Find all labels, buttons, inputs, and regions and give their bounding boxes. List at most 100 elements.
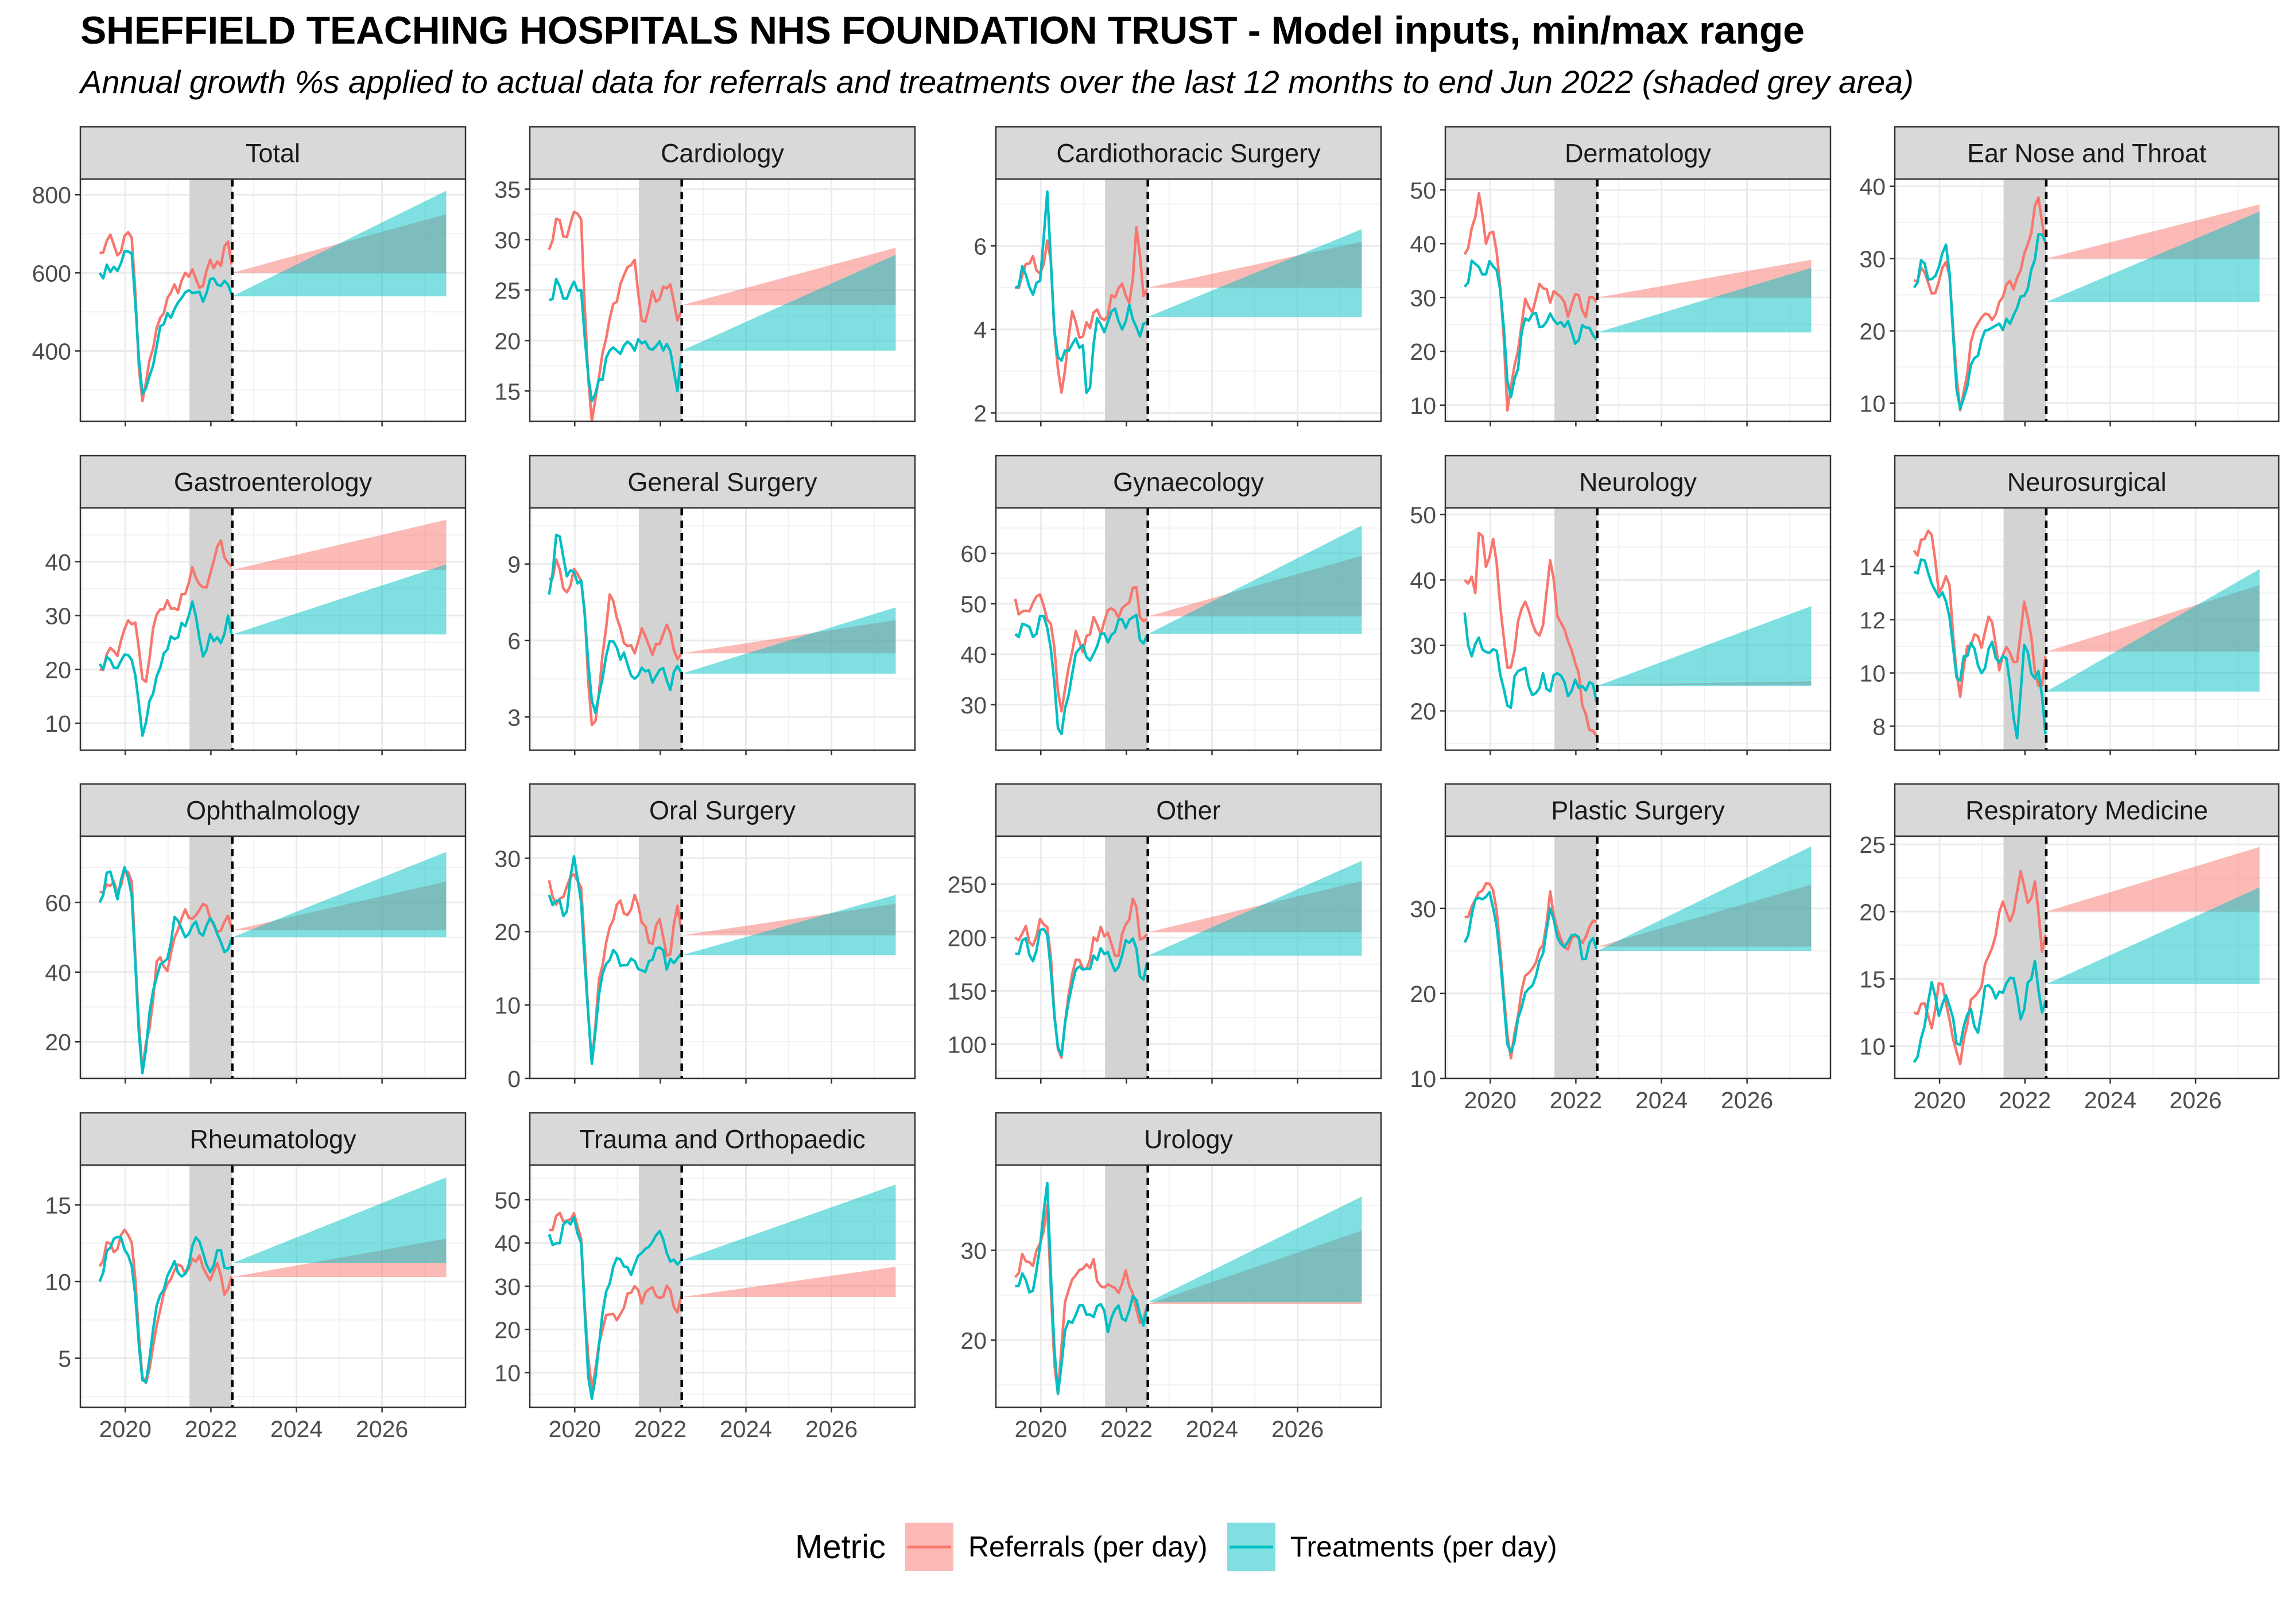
y-tick-label: 30 xyxy=(494,1274,521,1300)
referrals-range xyxy=(2046,847,2260,912)
y-tick-label: 20 xyxy=(1410,339,1436,365)
legend-label-referrals: Referrals (per day) xyxy=(968,1531,1208,1563)
facet-title: Gastroenterology xyxy=(174,468,373,497)
treatments-line xyxy=(548,533,682,715)
treatments-line xyxy=(548,1216,682,1400)
panel-border xyxy=(79,178,467,422)
x-tick-label: 2024 xyxy=(1186,1416,1238,1442)
treatments-line xyxy=(1463,891,1598,1054)
plot-area xyxy=(996,179,1381,421)
referrals-line xyxy=(548,210,682,421)
y-tick-label: 20 xyxy=(1859,899,1886,925)
facet-title: Trauma and Orthopaedic xyxy=(579,1125,866,1154)
referrals-line xyxy=(1913,196,2047,412)
facet-ophthalmology: Ophthalmology 20 40 60 xyxy=(45,783,467,1084)
facet-title: Respiratory Medicine xyxy=(1965,796,2208,825)
legend: Metric Referrals (per day) Treatments (p… xyxy=(795,1515,1577,1578)
treatments-line xyxy=(1015,1182,1149,1395)
x-tick-label: 2026 xyxy=(1721,1087,1773,1113)
treatments-range xyxy=(1597,846,1812,951)
treatments-range xyxy=(1147,860,1362,956)
y-tick-label: 9 xyxy=(507,552,521,578)
facet-strip xyxy=(529,1112,916,1166)
y-tick-label: 6 xyxy=(507,628,521,654)
plot-area xyxy=(1895,836,2279,1078)
x-tick-label: 2020 xyxy=(1913,1087,1965,1113)
panel-border xyxy=(79,1164,467,1408)
facet-total: Total 400 600 800 xyxy=(32,126,467,426)
last-12-months-shade xyxy=(1554,508,1597,750)
facet-strip xyxy=(1444,455,1832,509)
facet-title: Ophthalmology xyxy=(186,796,360,825)
facet-strip xyxy=(1444,126,1832,180)
last-12-months-shade xyxy=(1554,179,1597,421)
facet-title: Cardiology xyxy=(661,139,785,168)
y-tick-label: 30 xyxy=(960,1237,987,1264)
y-tick-label: 50 xyxy=(960,591,987,618)
facet-strip xyxy=(79,1112,467,1166)
x-tick-label: 2022 xyxy=(185,1416,237,1442)
panel-border xyxy=(1444,178,1832,422)
referrals-range xyxy=(232,1239,447,1277)
y-tick-label: 600 xyxy=(32,260,71,286)
last-12-months-shade xyxy=(189,1165,232,1407)
y-tick-label: 20 xyxy=(494,1317,521,1343)
facet-strip xyxy=(995,455,1382,509)
facet-respiratory-medicine: Respiratory Medicine 10 15 20 25 2020 2022 2024… xyxy=(1859,783,2280,1113)
referrals-line xyxy=(1463,192,1598,412)
facet-chart: Total400600800Cardiology1520253035Cardio… xyxy=(32,126,2280,1442)
treatments-range xyxy=(2046,211,2260,302)
facet-strip xyxy=(995,783,1382,837)
treatments-range xyxy=(1147,525,1362,634)
facet-strip xyxy=(1894,126,2280,180)
y-tick-label: 15 xyxy=(45,1192,71,1218)
referrals-range xyxy=(232,519,447,570)
x-tick-label: 2026 xyxy=(356,1416,408,1442)
y-tick-label: 20 xyxy=(960,1327,987,1354)
plot-area xyxy=(996,1165,1381,1407)
y-tick-label: 40 xyxy=(45,960,71,986)
referrals-line xyxy=(98,1228,233,1384)
referrals-line xyxy=(1913,529,2047,698)
x-tick-label: 2024 xyxy=(720,1416,772,1442)
facet-strip xyxy=(79,783,467,837)
treatments-range xyxy=(232,564,447,635)
y-tick-label: 30 xyxy=(1410,633,1436,659)
treatments-range xyxy=(2046,887,2260,984)
facet-plastic-surgery: Plastic Surgery 10 20 30 2020 2022 2024 2026 xyxy=(1410,783,1832,1113)
facet-title: Neurosurgical xyxy=(2007,468,2167,497)
treatments-range xyxy=(232,1177,447,1263)
last-12-months-shade xyxy=(1105,836,1148,1078)
plot-area xyxy=(1445,836,1830,1078)
facet-strip xyxy=(529,783,916,837)
panel-border xyxy=(529,835,916,1080)
y-tick-label: 30 xyxy=(494,227,521,254)
facet-strip xyxy=(995,1112,1382,1166)
facet-title: Total xyxy=(246,139,300,168)
chart-title: SHEFFIELD TEACHING HOSPITALS NHS FOUNDAT… xyxy=(80,9,1805,52)
y-tick-label: 5 xyxy=(58,1346,71,1372)
referrals-line xyxy=(99,231,233,403)
plot-area xyxy=(996,508,1381,750)
referrals-line xyxy=(99,539,233,684)
treatments-line xyxy=(548,855,682,1065)
treatments-range xyxy=(681,254,896,351)
y-tick-label: 40 xyxy=(1859,174,1886,200)
last-12-months-shade xyxy=(189,179,232,421)
y-tick-label: 20 xyxy=(1859,319,1886,345)
last-12-months-shade xyxy=(639,1165,682,1407)
y-tick-label: 10 xyxy=(45,711,71,737)
last-12-months-shade xyxy=(2003,179,2046,421)
y-tick-label: 15 xyxy=(1859,966,1886,993)
referrals-line xyxy=(1464,531,1598,737)
x-tick-label: 2024 xyxy=(2084,1087,2136,1113)
legend-title: Metric xyxy=(795,1528,886,1566)
treatments-line xyxy=(548,277,682,403)
y-tick-label: 10 xyxy=(1859,391,1886,417)
treatments-range xyxy=(1597,267,1812,333)
y-tick-label: 30 xyxy=(494,845,521,872)
y-tick-label: 12 xyxy=(1859,607,1886,634)
facet-general-surgery: General Surgery 3 6 9 xyxy=(507,455,916,755)
treatments-range xyxy=(1597,606,1812,686)
referrals-line xyxy=(549,1212,682,1392)
